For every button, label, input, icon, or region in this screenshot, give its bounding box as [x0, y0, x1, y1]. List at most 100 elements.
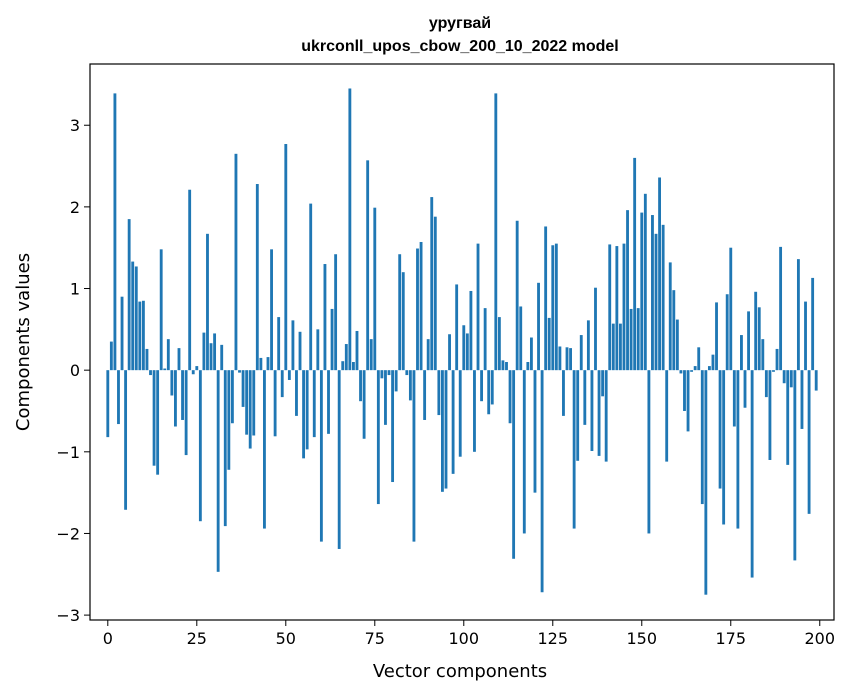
bar [505, 362, 508, 371]
bar [337, 370, 341, 549]
bar [604, 370, 608, 462]
x-tick-label: 200 [804, 629, 835, 648]
bar [238, 370, 241, 373]
bar [156, 370, 160, 475]
bar [651, 215, 654, 371]
y-axis-label: Components values [13, 253, 34, 431]
bar [508, 370, 512, 424]
bar [376, 370, 380, 505]
bar [704, 370, 708, 595]
bar [583, 370, 587, 425]
y-tick-label: 2 [70, 198, 80, 217]
bar [690, 370, 694, 372]
bar [700, 370, 704, 505]
bar [636, 308, 640, 371]
y-tick-label: −2 [56, 524, 80, 543]
bar [665, 370, 669, 462]
bar [786, 370, 790, 465]
bar [572, 370, 576, 529]
bar [223, 370, 227, 527]
bar [341, 361, 345, 371]
bar [109, 341, 113, 371]
bar [394, 370, 398, 392]
bar [298, 331, 302, 371]
bar [562, 370, 565, 416]
bar [444, 370, 448, 489]
bar [441, 370, 444, 492]
bar [533, 370, 537, 493]
bar [255, 184, 259, 371]
bar [149, 370, 152, 376]
bar [487, 370, 491, 415]
bar [191, 370, 195, 375]
bar [252, 370, 256, 436]
chart-title-line1: уругвай [429, 15, 491, 32]
bar [618, 323, 622, 371]
bar [184, 370, 188, 456]
bar [206, 233, 209, 371]
bar [170, 370, 174, 396]
bar [163, 368, 167, 371]
bar [462, 325, 466, 371]
bar [312, 370, 316, 438]
bar [177, 348, 181, 371]
bar [405, 370, 409, 376]
y-tick-label: 3 [70, 116, 80, 135]
bar [772, 370, 775, 372]
bar [408, 370, 412, 401]
bar [608, 244, 612, 371]
bar [469, 290, 473, 371]
bar [807, 370, 811, 514]
bar [554, 243, 558, 371]
bar [529, 337, 533, 371]
bar [540, 370, 544, 593]
bar [209, 343, 213, 371]
chart-title-line2: ukrconll_upos_cbow_200_10_2022 model [301, 38, 618, 55]
bar [362, 370, 366, 439]
bar [188, 189, 192, 371]
bar [230, 370, 234, 424]
bar [366, 160, 370, 371]
bar [198, 370, 202, 522]
bar [216, 370, 220, 572]
bar [537, 282, 540, 371]
bar [707, 366, 711, 371]
bar [675, 319, 679, 371]
bar [423, 370, 427, 420]
bar [227, 370, 231, 470]
x-tick-label: 25 [187, 629, 207, 648]
bar [551, 245, 555, 371]
bar [369, 339, 373, 371]
bar [626, 210, 629, 371]
bar [263, 370, 266, 529]
bar [295, 370, 298, 416]
bar [494, 93, 498, 371]
x-tick-label: 125 [538, 629, 569, 648]
bar [419, 241, 423, 371]
bar [647, 370, 651, 534]
bar [576, 370, 580, 461]
bar [715, 302, 718, 371]
bar [127, 219, 131, 371]
bar [117, 370, 120, 425]
bar [220, 344, 224, 371]
bar [391, 370, 395, 483]
bar [693, 366, 697, 371]
bar [658, 177, 661, 371]
x-axis: 0 25 50 75 100 125 150 175 200 [103, 620, 835, 648]
x-tick-label: 175 [715, 629, 746, 648]
bar [416, 248, 419, 371]
bar [579, 335, 583, 371]
x-tick-label: 0 [103, 629, 113, 648]
bar [344, 344, 348, 371]
bar [590, 370, 594, 451]
bar [722, 370, 726, 525]
bar [134, 266, 138, 371]
bar [245, 370, 249, 435]
bar [654, 233, 658, 371]
bar [166, 339, 170, 371]
bar [113, 93, 117, 371]
bar [697, 347, 701, 371]
bar [398, 254, 402, 371]
